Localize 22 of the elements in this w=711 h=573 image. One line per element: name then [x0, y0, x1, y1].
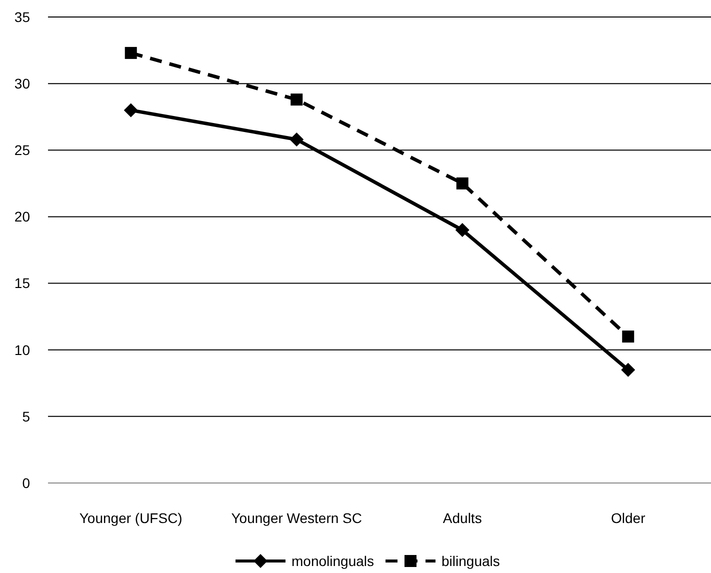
point [290, 94, 303, 106]
point [456, 177, 468, 190]
x-tick-label: Younger Western SC [231, 510, 362, 526]
point [124, 46, 137, 59]
x-tick-label: Older [611, 510, 646, 526]
x-tick-label: Younger (UFSC) [79, 510, 182, 526]
y-tick-label: 0 [22, 474, 30, 491]
y-tick-label: 15 [14, 275, 30, 292]
point [622, 330, 634, 343]
y-tick-label: 10 [14, 342, 30, 358]
y-tick-label: 25 [14, 142, 30, 158]
point [290, 132, 304, 146]
y-tick-label: 20 [14, 208, 30, 225]
point [621, 362, 636, 377]
x-tick-label: Adults [442, 510, 482, 526]
legend-label: monolinguals [292, 552, 374, 569]
y-tick-label: 5 [22, 408, 30, 424]
point [455, 223, 470, 238]
y-tick-label: 35 [14, 8, 30, 25]
y-tick-label: 30 [14, 75, 30, 92]
point [124, 103, 138, 118]
legend-label: bilinguals [442, 552, 500, 569]
